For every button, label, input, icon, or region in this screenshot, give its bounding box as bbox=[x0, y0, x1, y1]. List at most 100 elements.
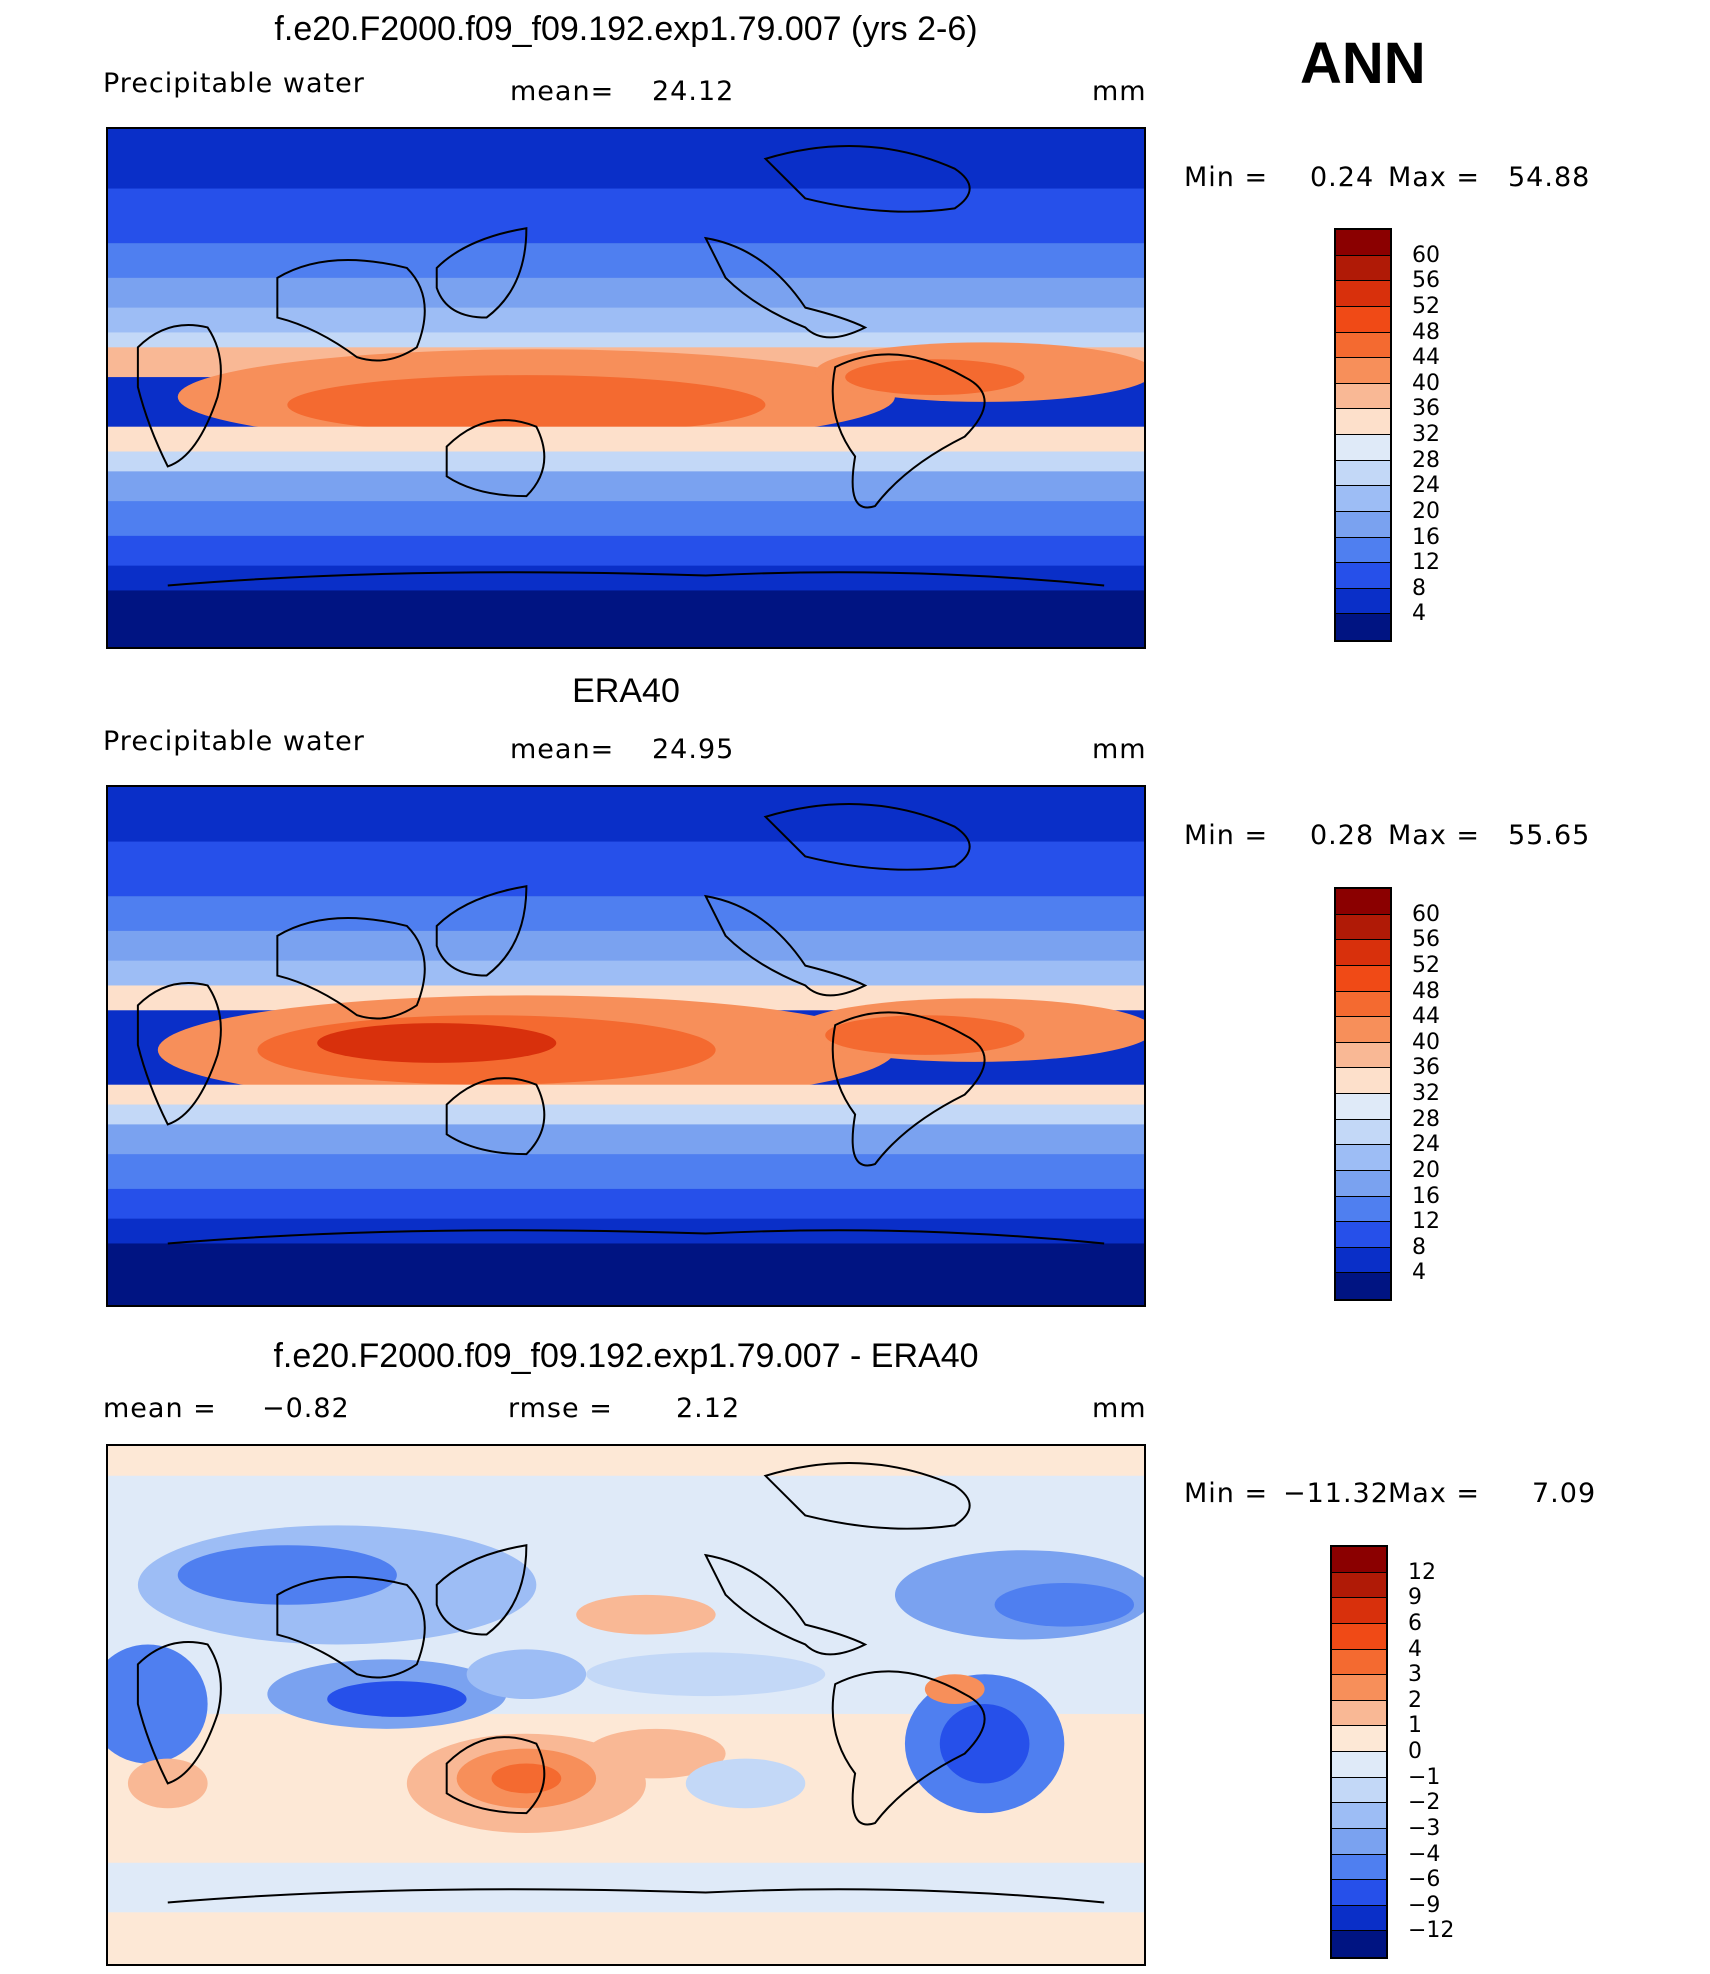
panel2-colorbar-tick-label: 12 bbox=[1412, 1209, 1440, 1235]
panel2-colorbar-tick-label: 36 bbox=[1412, 1055, 1440, 1081]
panel2-colorbar-swatch-0 bbox=[1336, 889, 1390, 915]
panel3-colorbar-tick-label: −4 bbox=[1408, 1841, 1441, 1867]
panel1-colorbar-swatch-3 bbox=[1336, 306, 1390, 333]
panel3-colorbar-tick-label: 0 bbox=[1408, 1739, 1422, 1764]
panel1-colorbar-tick-label: 12 bbox=[1412, 550, 1440, 576]
panel1-colorbar-tick-label: 16 bbox=[1412, 524, 1440, 550]
panel3-colorbar-swatch-5 bbox=[1332, 1675, 1386, 1701]
panel2-colorbar-swatch-3 bbox=[1336, 965, 1390, 992]
panel3-colorbar-swatch-11 bbox=[1332, 1828, 1386, 1855]
panel1-colorbar-tick-label: 48 bbox=[1412, 319, 1440, 345]
panel2-colorbar-tick-label: 32 bbox=[1412, 1081, 1440, 1106]
panel3-colorbar-swatch-1 bbox=[1332, 1572, 1386, 1599]
panel2-colorbar-swatch-13 bbox=[1336, 1222, 1390, 1248]
panel2-colorbar-swatch-6 bbox=[1336, 1042, 1390, 1069]
panel3-colorbar-tick-label: 3 bbox=[1408, 1662, 1422, 1688]
panel2-colorbar-tick-label: 60 bbox=[1412, 901, 1440, 927]
panel1-colorbar-swatch-4 bbox=[1336, 332, 1390, 359]
panel1-map-svg bbox=[108, 129, 1144, 647]
panel3-colorbar-swatch-3 bbox=[1332, 1623, 1386, 1650]
panel2-min-label: Min = bbox=[1184, 820, 1269, 851]
panel3-colorbar-tick-label: −6 bbox=[1408, 1867, 1441, 1893]
panel3-colorbar-tick-label: 4 bbox=[1408, 1636, 1422, 1662]
panel2-colorbar-swatch-1 bbox=[1336, 914, 1390, 941]
panel2-colorbar-tick-label: 8 bbox=[1412, 1234, 1426, 1260]
panel3-units: mm bbox=[1092, 1393, 1147, 1424]
panel2-colorbar-swatch-11 bbox=[1336, 1170, 1390, 1197]
panel2-mean-value: 24.95 bbox=[652, 734, 735, 765]
panel3-colorbar-tick-label: −12 bbox=[1408, 1918, 1455, 1944]
season-label: ANN bbox=[1300, 31, 1426, 96]
panel1-colorbar-swatch-9 bbox=[1336, 460, 1390, 487]
panel1-units: mm bbox=[1092, 76, 1147, 107]
panel3-colorbar-tick-label: 1 bbox=[1408, 1713, 1422, 1739]
panel2-max-label: Max = bbox=[1388, 820, 1481, 851]
panel2-units: mm bbox=[1092, 734, 1147, 765]
panel3-colorbar-swatch-2 bbox=[1332, 1598, 1386, 1624]
panel2-max-value: 55.65 bbox=[1508, 820, 1591, 851]
panel1-variable: Precipitable water bbox=[103, 68, 365, 99]
panel3-mean-label: mean = bbox=[103, 1393, 217, 1424]
panel3-colorbar-tick-label: −9 bbox=[1408, 1892, 1441, 1918]
panel2-colorbar-swatch-8 bbox=[1336, 1094, 1390, 1120]
panel3-colorbar-swatch-9 bbox=[1332, 1777, 1386, 1804]
panel3-map-svg bbox=[108, 1446, 1144, 1964]
panel1-colorbar-swatch-5 bbox=[1336, 358, 1390, 384]
panel1-colorbar-tick-label: 56 bbox=[1412, 268, 1440, 294]
panel1-colorbar-tick-label: 60 bbox=[1412, 242, 1440, 268]
panel1-colorbar-tick-label: 44 bbox=[1412, 345, 1440, 371]
panel3-rmse-label: rmse = bbox=[508, 1393, 613, 1424]
panel3-colorbar-swatch-0 bbox=[1332, 1547, 1386, 1573]
panel1-map bbox=[106, 127, 1146, 649]
panel3-colorbar-swatch-13 bbox=[1332, 1880, 1386, 1906]
panel3-max-label: Max = bbox=[1388, 1478, 1481, 1509]
panel3-map bbox=[106, 1444, 1146, 1966]
panel2-colorbar-swatch-4 bbox=[1336, 991, 1390, 1018]
panel1-colorbar-tick-label: 24 bbox=[1412, 473, 1440, 499]
panel3-colorbar-tick-label: 2 bbox=[1408, 1687, 1422, 1713]
panel1-colorbar-swatch-12 bbox=[1336, 537, 1390, 564]
panel1-colorbar-tick-label: 8 bbox=[1412, 575, 1426, 601]
panel2-mean-label: mean= bbox=[510, 734, 615, 765]
panel2-colorbar-tick-label: 24 bbox=[1412, 1132, 1440, 1158]
panel1-min-label: Min = bbox=[1184, 162, 1269, 193]
panel1-max-value: 54.88 bbox=[1508, 162, 1591, 193]
panel1-colorbar-swatch-6 bbox=[1336, 383, 1390, 410]
panel3-colorbar bbox=[1330, 1545, 1388, 1959]
panel2-colorbar-tick-label: 48 bbox=[1412, 978, 1440, 1004]
panel3-title: f.e20.F2000.f09_f09.192.exp1.79.007 - ER… bbox=[273, 1337, 979, 1375]
panel1-colorbar-swatch-1 bbox=[1336, 255, 1390, 282]
panel3-colorbar-tick-label: −1 bbox=[1408, 1764, 1441, 1790]
panel2-colorbar-tick-label: 40 bbox=[1412, 1029, 1440, 1055]
panel3-mean-value: −0.82 bbox=[262, 1393, 350, 1424]
panel1-colorbar-swatch-2 bbox=[1336, 281, 1390, 307]
panel1-colorbar-tick-label: 32 bbox=[1412, 422, 1440, 447]
panel3-min-label: Min = bbox=[1184, 1478, 1269, 1509]
panel3-colorbar-swatch-7 bbox=[1332, 1726, 1386, 1752]
panel3-colorbar-swatch-4 bbox=[1332, 1649, 1386, 1676]
panel3-colorbar-swatch-15 bbox=[1332, 1931, 1386, 1957]
panel2-colorbar-tick-label: 4 bbox=[1412, 1260, 1426, 1286]
panel1-max-label: Max = bbox=[1388, 162, 1481, 193]
panel2-colorbar bbox=[1334, 887, 1392, 1301]
panel3-max-value: 7.09 bbox=[1532, 1478, 1597, 1509]
panel3-colorbar-tick-label: 9 bbox=[1408, 1585, 1422, 1611]
panel3-colorbar-swatch-8 bbox=[1332, 1752, 1386, 1778]
panel3-colorbar-swatch-12 bbox=[1332, 1854, 1386, 1881]
panel2-colorbar-swatch-5 bbox=[1336, 1017, 1390, 1043]
panel2-min-value: 0.28 bbox=[1310, 820, 1375, 851]
panel1-colorbar-swatch-11 bbox=[1336, 511, 1390, 538]
panel3-rmse-value: 2.12 bbox=[676, 1393, 741, 1424]
panel3-colorbar-tick-label: −2 bbox=[1408, 1790, 1441, 1816]
panel3-colorbar-tick-label: 6 bbox=[1408, 1610, 1422, 1636]
panel2-colorbar-swatch-2 bbox=[1336, 940, 1390, 966]
panel2-map bbox=[106, 785, 1146, 1307]
panel1-colorbar-swatch-15 bbox=[1336, 614, 1390, 640]
panel3-colorbar-swatch-6 bbox=[1332, 1700, 1386, 1727]
panel3-colorbar-tick-label: 12 bbox=[1408, 1559, 1436, 1585]
panel1-colorbar-tick-label: 28 bbox=[1412, 447, 1440, 473]
panel1-colorbar-swatch-7 bbox=[1336, 409, 1390, 435]
panel3-colorbar-swatch-10 bbox=[1332, 1803, 1386, 1829]
panel2-colorbar-swatch-12 bbox=[1336, 1196, 1390, 1223]
panel1-colorbar-swatch-14 bbox=[1336, 588, 1390, 615]
